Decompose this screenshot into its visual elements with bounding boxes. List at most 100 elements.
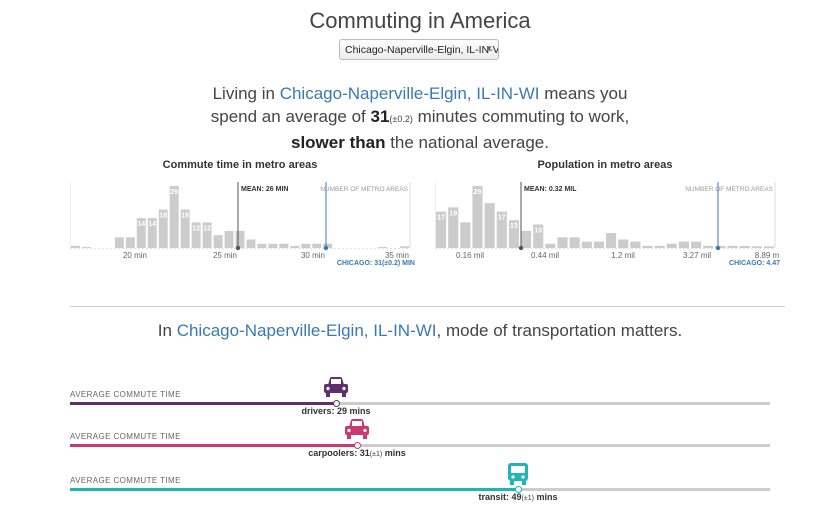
histogram-bar	[691, 241, 702, 248]
highlight-dot	[323, 245, 329, 251]
summary-metro-name: Chicago-Naperville-Elgin, IL-IN-WI	[279, 84, 540, 103]
mode-value-moe: (±1)	[521, 495, 534, 502]
chart-title-commute: Commute time in metro areas	[162, 159, 318, 171]
mode-fill-drivers	[70, 402, 336, 405]
bar-value-label: 18	[181, 213, 189, 220]
mean-label: MEAN: 0.32 MIL	[524, 186, 577, 193]
car-icon	[323, 376, 349, 403]
bar-value-label: 12	[203, 225, 211, 232]
mode-fill-carpoolers	[70, 444, 357, 447]
bar-value-label: 18	[159, 213, 167, 220]
histogram-bar	[630, 241, 641, 248]
bus-icon	[507, 462, 529, 491]
bar-value-label: 14	[137, 221, 145, 228]
summary-text-part: the national average.	[385, 133, 549, 152]
x-tick-label: 8.89 m	[755, 251, 780, 260]
x-tick-label: 35 min	[385, 251, 409, 260]
mode-heading-part: , mode of transportation matters.	[436, 321, 683, 340]
chevron-down-icon: ▼	[485, 44, 493, 53]
bar-value-label: 29	[170, 189, 178, 196]
histogram-bar	[472, 186, 483, 248]
summary-comparison: slower than	[291, 133, 386, 152]
histogram-bar	[114, 237, 124, 248]
bar-value-label: 14	[148, 221, 156, 228]
axis-label: AVERAGE COMMUTE TIME	[70, 390, 181, 399]
histogram-bar	[180, 209, 190, 248]
x-tick-label: 20 min	[123, 251, 147, 260]
bar-value-label: 10	[534, 227, 542, 234]
x-tick-label: 1.2 mil	[611, 251, 635, 260]
summary-text-part: means you	[539, 84, 628, 103]
histogram-bar	[147, 218, 157, 248]
summary-text: Living in Chicago-Naperville-Elgin, IL-I…	[0, 82, 840, 154]
histogram-bar	[593, 241, 604, 248]
chart-title-population: Population in metro areas	[537, 159, 673, 171]
histogram-bar	[268, 243, 278, 248]
summary-text-part: minutes commuting to work,	[412, 107, 630, 126]
histogram-bar	[71, 245, 80, 248]
summary-text-part: spend an average of	[210, 107, 371, 126]
x-tick-label: 0.44 mil	[531, 251, 559, 260]
histogram-bar	[678, 241, 689, 248]
summary-moe: (±0.2)	[389, 114, 413, 124]
mean-dot	[235, 245, 241, 251]
x-tick-label: 30 min	[301, 251, 325, 260]
population-histogram: 17 19 29 17 13 10 MEAN: 0.32 MIL NUMBER OF METR…	[435, 182, 780, 267]
mode-heading-part: In	[157, 321, 177, 340]
x-tick-label: 3.27 mil	[683, 251, 711, 260]
histogram-bar	[642, 245, 653, 248]
summary-minutes: 31	[370, 107, 390, 126]
mode-heading-metro: Chicago-Naperville-Elgin, IL-IN-WI	[176, 321, 437, 340]
histogram-bar	[460, 222, 471, 248]
histogram-bar	[246, 239, 256, 248]
page-title: Commuting in America	[309, 8, 531, 33]
mode-value-unit: mins	[382, 448, 406, 458]
highlight-dot	[715, 245, 721, 251]
mean-dot	[518, 245, 524, 251]
histogram-bar	[378, 246, 388, 248]
histogram-bar	[448, 207, 459, 248]
mode-heading: In Chicago-Naperville-Elgin, IL-IN-WI, m…	[0, 321, 840, 341]
bar-value-label: 13	[510, 223, 518, 230]
carpool-car-icon	[344, 418, 370, 445]
histogram-bar	[301, 243, 311, 248]
histogram-bar	[400, 246, 409, 248]
mode-track-carpoolers	[70, 444, 770, 447]
mode-marker-carpoolers	[353, 442, 361, 449]
metro-select[interactable]: Chicago-Naperville-Elgin, IL-IN-V ▼	[339, 39, 499, 60]
mean-label: MEAN: 26 MIN	[241, 186, 288, 193]
histogram-bar	[81, 246, 91, 248]
x-tick-label: 0.16 mil	[456, 251, 484, 260]
mode-value-moe: (±1)	[369, 451, 383, 458]
histogram-bar	[763, 246, 774, 248]
histogram-bar	[751, 246, 762, 248]
mode-value-text: drivers: 29 mins	[301, 406, 371, 416]
histogram-bar	[533, 224, 544, 248]
mode-marker-transit	[514, 486, 522, 493]
histogram-bar	[169, 186, 179, 248]
mode-value-drivers: drivers: 29 mins	[301, 406, 370, 416]
mode-value-text: transit: 49	[478, 492, 522, 502]
histogram-bar	[312, 243, 322, 248]
bar-value-label: 19	[449, 210, 457, 217]
axis-label: AVERAGE COMMUTE TIME	[70, 432, 181, 441]
count-label: NUMBER OF METRO AREAS	[685, 186, 773, 193]
histogram-bar	[436, 211, 447, 248]
histogram-bar	[323, 243, 333, 248]
histogram-bar	[606, 233, 617, 248]
histogram-bar	[136, 218, 146, 248]
bar-value-label: 17	[437, 215, 445, 222]
histogram-bar	[484, 203, 495, 248]
histogram-bar	[581, 241, 592, 248]
bar-value-label: 29	[474, 189, 482, 196]
histogram-bar	[496, 211, 507, 248]
bar-value-label: 12	[192, 225, 200, 232]
mode-value-transit: transit: 49(±1) mins	[479, 492, 558, 502]
mode-fill-transit	[70, 488, 518, 491]
axis-label: AVERAGE COMMUTE TIME	[70, 476, 181, 485]
histogram-bar	[618, 239, 629, 248]
count-label: NUMBER OF METRO AREAS	[320, 186, 408, 193]
histogram-bar	[521, 230, 532, 248]
histogram-bar	[290, 245, 300, 248]
